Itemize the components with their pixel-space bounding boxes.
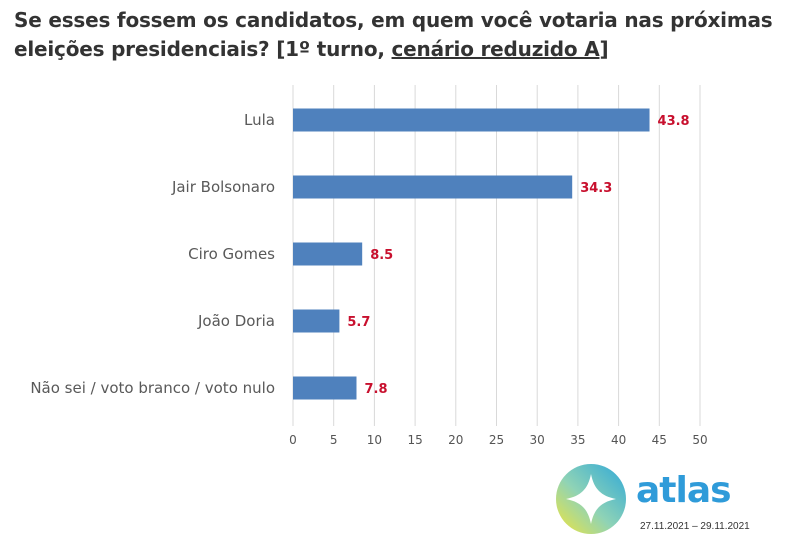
atlas-logo-icon xyxy=(556,464,626,534)
chart-title: Se esses fossem os candidatos, em quem v… xyxy=(14,6,794,64)
category-label: Lula xyxy=(244,111,275,129)
x-tick-label: 10 xyxy=(367,433,382,447)
bar xyxy=(293,242,363,266)
category-label: Jair Bolsonaro xyxy=(171,178,275,196)
x-tick-label: 35 xyxy=(570,433,585,447)
x-tick-label: 5 xyxy=(330,433,338,447)
data-label: 43.8 xyxy=(658,114,690,129)
x-tick-label: 25 xyxy=(489,433,504,447)
data-label: 5.7 xyxy=(347,315,370,330)
bar xyxy=(293,376,357,400)
bar xyxy=(293,108,650,132)
bar xyxy=(293,175,573,199)
brand-name: atlas xyxy=(636,470,732,511)
data-label: 34.3 xyxy=(580,181,612,196)
title-end: ] xyxy=(599,37,609,61)
category-label: Não sei / voto branco / voto nulo xyxy=(30,379,275,397)
x-tick-label: 20 xyxy=(448,433,463,447)
data-label: 7.8 xyxy=(364,382,387,397)
x-tick-label: 0 xyxy=(289,433,297,447)
data-label: 8.5 xyxy=(370,248,393,263)
title-scenario: cenário reduzido A xyxy=(391,37,600,61)
title-text: Se esses fossem os candidatos, em quem v… xyxy=(14,8,773,61)
bar xyxy=(293,309,340,333)
x-tick-label: 50 xyxy=(692,433,707,447)
x-tick-label: 15 xyxy=(407,433,422,447)
bar-chart: 0 5 10 15 20 25 30 35 40 45 50 Lula 43.8 Jair Bolsona… xyxy=(30,85,708,447)
category-label: Ciro Gomes xyxy=(188,245,275,263)
survey-date: 27.11.2021 – 29.11.2021 xyxy=(640,521,750,532)
category-label: João Doria xyxy=(197,312,275,330)
x-tick-label: 40 xyxy=(611,433,626,447)
x-tick-label: 30 xyxy=(530,433,545,447)
x-tick-label: 45 xyxy=(652,433,667,447)
